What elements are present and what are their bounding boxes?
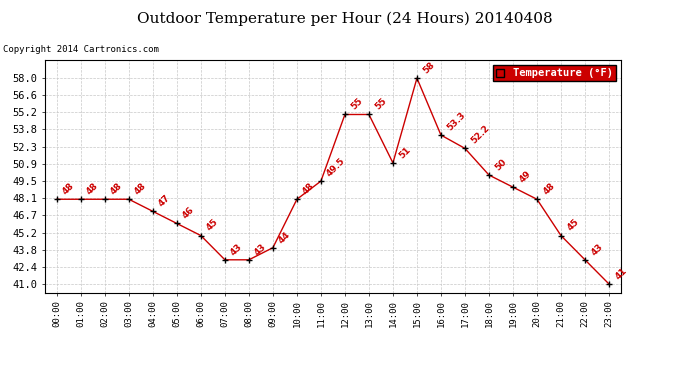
Text: 48: 48 bbox=[541, 181, 556, 196]
Text: 49.5: 49.5 bbox=[325, 156, 347, 178]
Text: 48: 48 bbox=[61, 181, 77, 196]
Legend: Temperature (°F): Temperature (°F) bbox=[493, 65, 615, 81]
Text: 47: 47 bbox=[157, 193, 172, 208]
Text: 52.2: 52.2 bbox=[469, 124, 491, 146]
Text: 55: 55 bbox=[349, 96, 364, 112]
Text: 50: 50 bbox=[493, 157, 509, 172]
Text: 43: 43 bbox=[229, 242, 244, 257]
Text: Copyright 2014 Cartronics.com: Copyright 2014 Cartronics.com bbox=[3, 45, 159, 54]
Text: 46: 46 bbox=[181, 206, 197, 221]
Text: 45: 45 bbox=[565, 217, 580, 233]
Text: 58: 58 bbox=[421, 60, 436, 75]
Text: 41: 41 bbox=[613, 266, 629, 281]
Text: 49: 49 bbox=[517, 169, 533, 184]
Text: 53.3: 53.3 bbox=[445, 110, 467, 132]
Text: Outdoor Temperature per Hour (24 Hours) 20140408: Outdoor Temperature per Hour (24 Hours) … bbox=[137, 11, 553, 26]
Text: 55: 55 bbox=[373, 96, 388, 112]
Text: 43: 43 bbox=[253, 242, 268, 257]
Text: 48: 48 bbox=[85, 181, 100, 196]
Text: 48: 48 bbox=[301, 181, 317, 196]
Text: 45: 45 bbox=[205, 217, 220, 233]
Text: 51: 51 bbox=[397, 145, 413, 160]
Text: 48: 48 bbox=[109, 181, 124, 196]
Text: 48: 48 bbox=[133, 181, 148, 196]
Text: 44: 44 bbox=[277, 230, 293, 245]
Text: 43: 43 bbox=[589, 242, 604, 257]
